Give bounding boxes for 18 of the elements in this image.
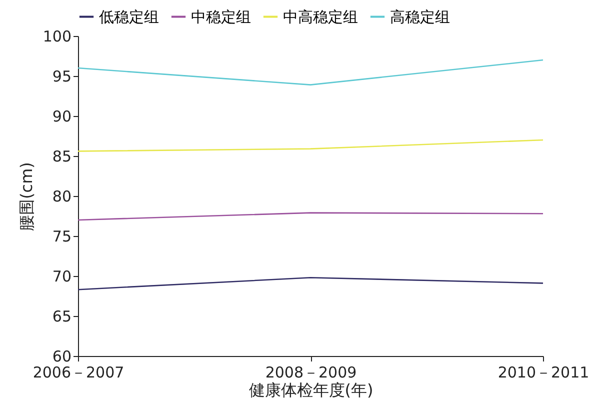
- legend-label: 中高稳定组: [283, 8, 358, 26]
- legend-label: 中稳定组: [191, 8, 251, 26]
- y-axis-title: 腰围(cm): [16, 162, 36, 231]
- y-tick-label: 75: [52, 228, 72, 246]
- y-tick-label: 80: [52, 188, 72, 206]
- x-tick-label: 2006－2007: [32, 364, 124, 382]
- x-tick-label: 2010－2011: [498, 364, 590, 382]
- y-tick-label: 65: [52, 308, 72, 326]
- y-tick-label: 70: [52, 268, 72, 286]
- y-tick-label: 90: [52, 108, 72, 126]
- y-tick-label: 100: [42, 28, 72, 46]
- y-tick-label: 85: [52, 148, 72, 166]
- y-tick-label: 60: [52, 348, 72, 366]
- x-axis-title: 健康体检年度(年): [248, 380, 374, 400]
- legend-label: 低稳定组: [99, 8, 159, 26]
- legend-label: 高稳定组: [390, 8, 450, 26]
- y-tick-label: 95: [52, 68, 72, 86]
- x-tick-label: 2008－2009: [265, 364, 357, 382]
